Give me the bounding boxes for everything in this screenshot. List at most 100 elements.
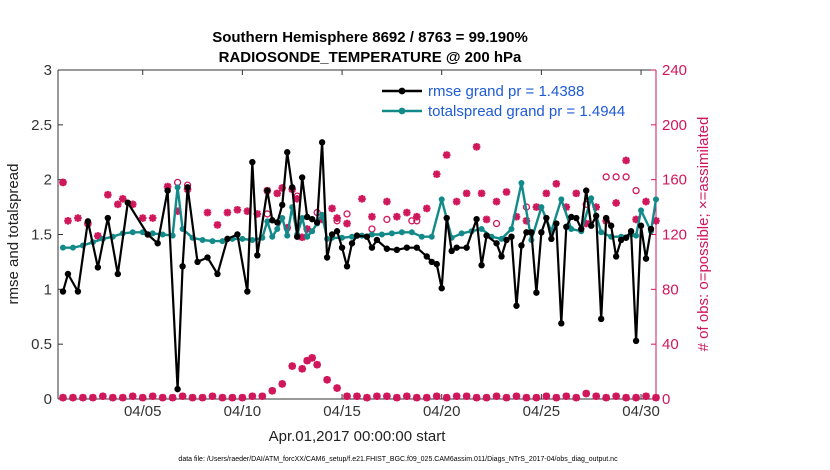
obs-assimilated-marker bbox=[138, 393, 147, 402]
obs-assimilated-marker bbox=[452, 197, 461, 206]
obs-assimilated-marker bbox=[403, 208, 411, 217]
totalspread-series-point bbox=[458, 230, 465, 237]
legend-rmse-marker bbox=[398, 87, 406, 95]
totalspread-series-point bbox=[309, 228, 316, 235]
obs-assimilated-marker bbox=[328, 204, 336, 213]
rmse-series-point bbox=[269, 217, 276, 224]
y-right-tick-label: 120 bbox=[662, 227, 687, 244]
rmse-series-point bbox=[593, 212, 600, 220]
y-right-tick-label: 200 bbox=[662, 117, 687, 134]
rmse-series-point bbox=[343, 263, 351, 270]
rmse-series-point bbox=[74, 288, 82, 295]
rmse-series-point bbox=[224, 235, 231, 243]
obs-assimilated-marker bbox=[228, 393, 237, 402]
rmse-series-point bbox=[368, 244, 376, 251]
obs-assimilated-marker bbox=[213, 221, 222, 229]
obs-assimilated-marker bbox=[258, 392, 267, 401]
totalspread-series-point bbox=[219, 238, 226, 245]
rmse-series-point bbox=[194, 258, 201, 266]
obs-assimilated-marker bbox=[492, 392, 501, 401]
totalspread-series-point bbox=[558, 196, 565, 203]
rmse-series-point bbox=[627, 228, 635, 235]
obs-possible-marker bbox=[602, 173, 610, 181]
rmse-series-point bbox=[144, 231, 151, 238]
y-left-tick-label: 0.5 bbox=[31, 336, 52, 353]
rmse-series-point bbox=[612, 253, 620, 260]
rmse-series-point bbox=[279, 201, 286, 209]
rmse-series-point bbox=[503, 236, 510, 244]
obs-assimilated-marker bbox=[278, 184, 287, 192]
obs-assimilated-marker bbox=[278, 380, 287, 388]
obs-assimilated-marker bbox=[592, 392, 600, 401]
obs-assimilated-marker bbox=[158, 393, 167, 402]
totalspread-series-point bbox=[598, 229, 605, 236]
rmse-series-point bbox=[303, 213, 311, 221]
rmse-series-point bbox=[473, 215, 480, 223]
rmse-series-point bbox=[563, 223, 570, 231]
obs-possible-marker bbox=[408, 217, 416, 225]
rmse-series-point bbox=[184, 184, 191, 191]
totalspread-series-point bbox=[408, 229, 415, 236]
rmse-series-point bbox=[588, 222, 595, 229]
obs-assimilated-marker bbox=[173, 207, 182, 215]
totalspread-series-point bbox=[304, 233, 311, 240]
obs-assimilated-marker bbox=[542, 392, 551, 401]
obs-assimilated-marker bbox=[572, 189, 581, 198]
rmse-series-point bbox=[523, 229, 530, 236]
rmse-series-point bbox=[174, 385, 181, 393]
totalspread-series-point bbox=[59, 244, 66, 251]
totalspread-series-point bbox=[349, 233, 356, 240]
obs-possible-marker bbox=[492, 219, 501, 228]
obs-assimilated-marker bbox=[502, 188, 511, 196]
x-tick-label: 04/20 bbox=[423, 403, 461, 420]
rmse-series-point bbox=[179, 263, 186, 270]
totalspread-series-point bbox=[518, 179, 525, 186]
rmse-series-point bbox=[597, 315, 605, 323]
obs-assimilated-marker bbox=[552, 179, 561, 188]
chart-title-line2: RADIOSONDE_TEMPERATURE @ 200 hPa bbox=[219, 49, 522, 66]
totalspread-series-point bbox=[638, 207, 645, 214]
totalspread-series-point bbox=[368, 231, 375, 238]
obs-assimilated-marker bbox=[288, 362, 297, 370]
rmse-series-point bbox=[64, 270, 72, 278]
obs-assimilated-marker bbox=[238, 393, 247, 402]
obs-assimilated-marker bbox=[343, 219, 351, 228]
y-right-tick-label: 0 bbox=[662, 391, 670, 408]
obs-assimilated-marker bbox=[323, 376, 331, 384]
obs-assimilated-marker bbox=[472, 393, 481, 402]
obs-assimilated-marker bbox=[59, 178, 67, 187]
obs-possible-marker bbox=[383, 215, 391, 224]
obs-assimilated-marker bbox=[522, 393, 531, 402]
obs-assimilated-marker bbox=[203, 208, 212, 217]
x-tick-label: 04/15 bbox=[323, 403, 361, 420]
obs-assimilated-marker bbox=[562, 203, 571, 211]
rmse-series-point bbox=[548, 235, 555, 243]
totalspread-series-point bbox=[378, 231, 385, 238]
rmse-series-point bbox=[264, 187, 271, 194]
totalspread-series-point bbox=[498, 235, 505, 242]
obs-assimilated-marker bbox=[522, 216, 531, 225]
obs-assimilated-marker bbox=[308, 354, 316, 362]
rmse-series-point bbox=[59, 288, 67, 295]
obs-assimilated-marker bbox=[363, 393, 371, 402]
obs-assimilated-marker bbox=[104, 190, 112, 199]
obs-assimilated-marker bbox=[268, 386, 277, 395]
y-right-tick-label: 240 bbox=[662, 62, 687, 79]
legend-spread-marker bbox=[398, 107, 406, 115]
obs-assimilated-marker bbox=[94, 232, 102, 240]
rmse-series-point bbox=[543, 214, 550, 222]
obs-assimilated-marker bbox=[652, 216, 660, 225]
rmse-series-point bbox=[328, 231, 336, 238]
rmse-series-point bbox=[114, 270, 122, 278]
rmse-series-point bbox=[403, 244, 411, 251]
rmse-series-point bbox=[433, 260, 440, 268]
obs-assimilated-marker bbox=[542, 189, 551, 198]
obs-assimilated-marker bbox=[248, 392, 257, 401]
x-tick-label: 04/05 bbox=[124, 403, 162, 420]
obs-assimilated-marker bbox=[138, 214, 147, 222]
obs-assimilated-marker bbox=[298, 233, 306, 242]
rmse-series-point bbox=[498, 253, 505, 260]
rmse-series-point bbox=[164, 187, 171, 194]
totalspread-series-point bbox=[538, 204, 545, 211]
